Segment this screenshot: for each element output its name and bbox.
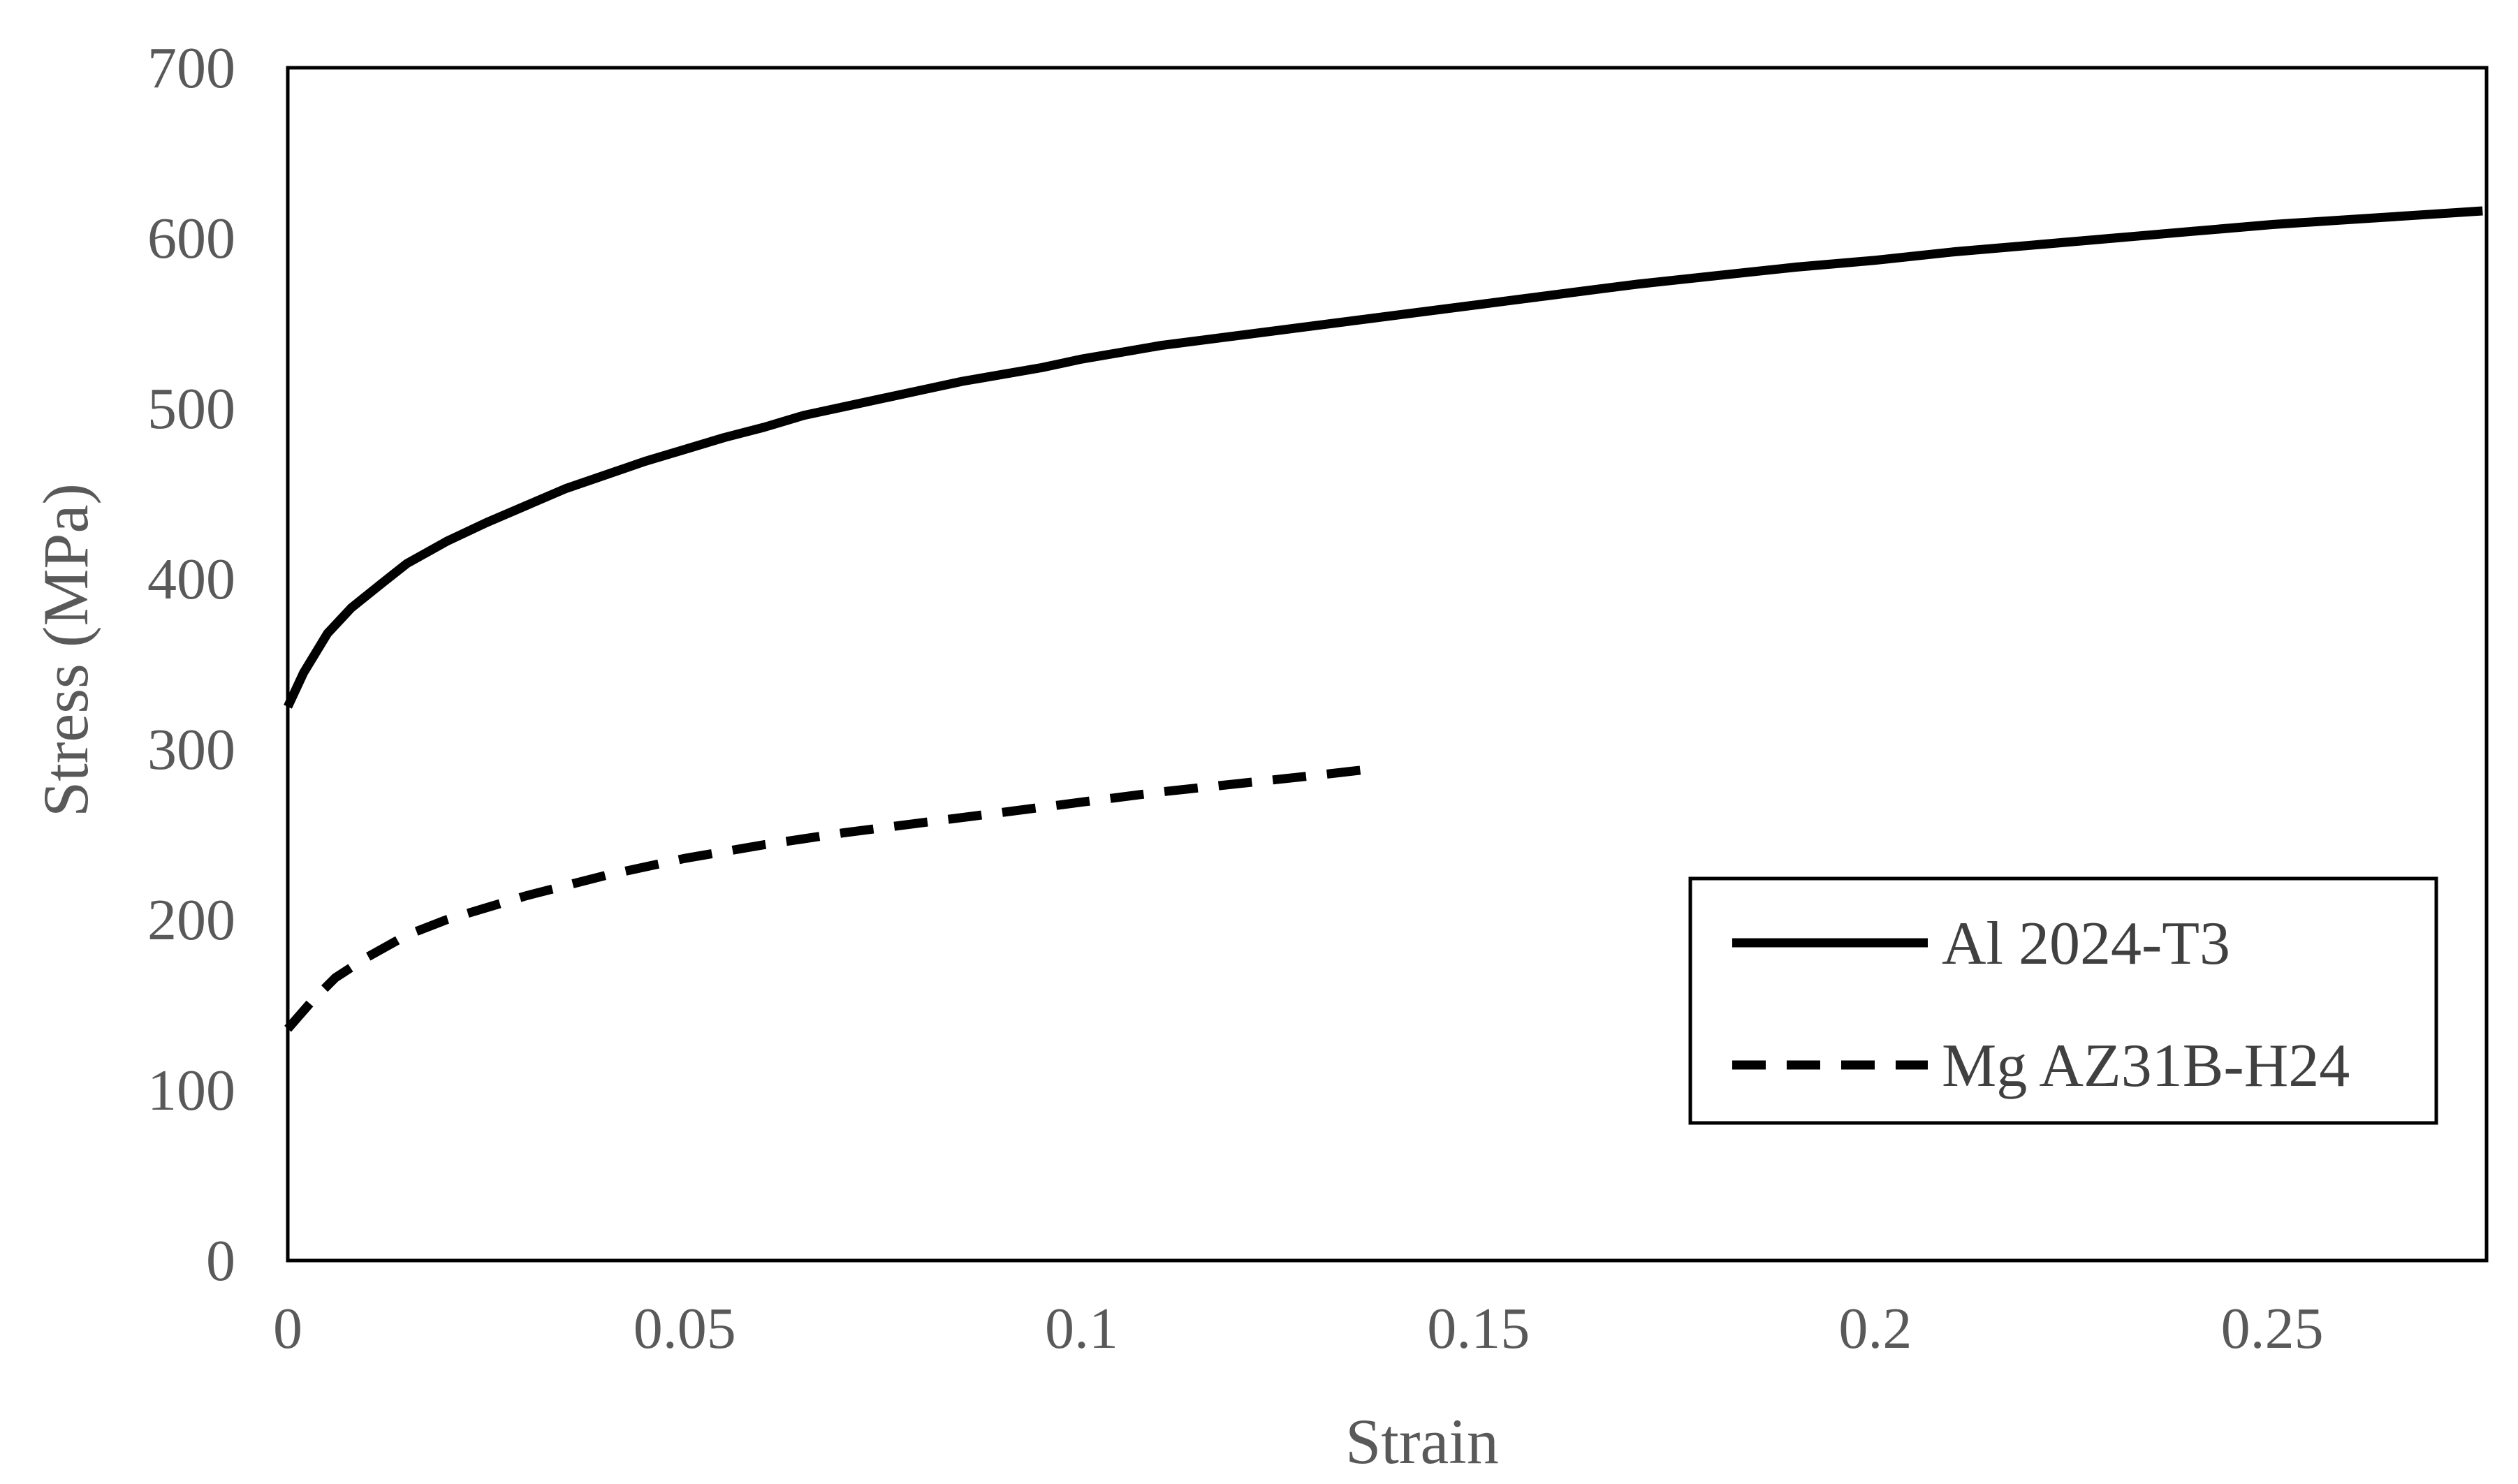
- y-axis-title: Stress (MPa): [30, 483, 101, 817]
- y-tick-label: 200: [147, 888, 235, 953]
- x-tick-label: 0.1: [1045, 1296, 1118, 1361]
- x-tick-label: 0.05: [634, 1296, 736, 1361]
- x-tick-label: 0.2: [1838, 1296, 1912, 1361]
- x-tick-label: 0: [273, 1296, 302, 1361]
- legend-label: Al 2024-T3: [1942, 910, 2230, 978]
- y-tick-label: 0: [206, 1228, 235, 1293]
- x-tick-label: 0.15: [1427, 1296, 1530, 1361]
- y-tick-label: 300: [147, 717, 235, 782]
- y-tick-label: 400: [147, 547, 235, 612]
- axes-layer: 0 100 200 300 400 500 600 700 0 0.05 0.1 0.15 0.2 0.2…: [30, 36, 2487, 1477]
- y-tick-label: 700: [147, 36, 235, 101]
- x-axis-title: Strain: [1345, 1406, 1499, 1477]
- series-line-mg-az31b-h24: [288, 768, 1379, 1029]
- y-tick-label: 100: [147, 1058, 235, 1123]
- y-tick-label: 500: [147, 376, 235, 441]
- series-line-al-2024-t3: [288, 211, 2482, 707]
- legend-label: Mg AZ31B-H24: [1942, 1032, 2350, 1100]
- x-tick-label: 0.25: [2221, 1296, 2324, 1361]
- y-tick-label: 600: [147, 206, 235, 271]
- legend: Al 2024-T3 Mg AZ31B-H24: [1690, 879, 2436, 1123]
